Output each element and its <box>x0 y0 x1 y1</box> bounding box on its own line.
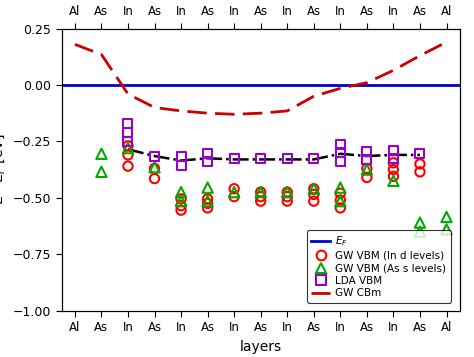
Point <box>390 147 397 153</box>
Point <box>230 194 238 200</box>
Point <box>310 186 318 192</box>
Point <box>310 155 318 161</box>
Point <box>151 165 158 170</box>
Point <box>151 153 158 159</box>
Point <box>390 178 397 184</box>
Point <box>204 198 211 204</box>
Point <box>283 194 291 200</box>
Point <box>337 198 344 204</box>
Point <box>416 220 424 226</box>
Legend: $E_F$, GW VBM (In d levels), GW VBM (As s levels), LDA VBM, GW CBm: $E_F$, GW VBM (In d levels), GW VBM (As … <box>307 230 451 303</box>
Point <box>124 143 132 149</box>
Point <box>416 161 424 167</box>
Point <box>124 120 132 126</box>
Point <box>204 205 211 211</box>
Point <box>310 198 318 204</box>
Point <box>310 192 318 197</box>
Point <box>204 151 211 157</box>
Point <box>310 186 318 192</box>
Point <box>443 214 450 220</box>
Point <box>124 139 132 144</box>
Point <box>363 167 371 172</box>
Point <box>363 149 371 154</box>
Point <box>204 201 211 206</box>
X-axis label: layers: layers <box>240 340 282 353</box>
Point <box>390 155 397 161</box>
Point <box>177 203 185 208</box>
Point <box>283 189 291 195</box>
Point <box>177 162 185 168</box>
Point <box>204 185 211 191</box>
Point <box>98 169 105 175</box>
Point <box>337 150 344 156</box>
Point <box>124 152 132 158</box>
Point <box>204 196 211 202</box>
Point <box>230 189 238 195</box>
Point <box>390 160 397 166</box>
Point <box>98 151 105 157</box>
Point <box>363 175 371 180</box>
Point <box>337 159 344 165</box>
Point <box>337 197 344 203</box>
Point <box>177 196 185 202</box>
Point <box>124 145 132 151</box>
Point <box>337 142 344 147</box>
Point <box>177 189 185 195</box>
Point <box>177 198 185 204</box>
Point <box>363 166 371 171</box>
Point <box>390 167 397 172</box>
Point <box>257 189 264 195</box>
Y-axis label: E - E$_F$ [eV]: E - E$_F$ [eV] <box>0 134 7 205</box>
Point <box>151 166 158 171</box>
Point <box>124 130 132 135</box>
Point <box>257 194 264 200</box>
Point <box>177 153 185 159</box>
Point <box>337 205 344 211</box>
Point <box>283 189 291 195</box>
Point <box>416 229 424 235</box>
Point <box>443 226 450 232</box>
Point <box>230 186 238 192</box>
Point <box>257 189 264 195</box>
Point <box>124 164 132 169</box>
Point <box>390 174 397 179</box>
Point <box>283 198 291 204</box>
Point <box>337 190 344 196</box>
Point <box>337 185 344 191</box>
Point <box>416 151 424 157</box>
Point <box>257 155 264 161</box>
Point <box>416 169 424 175</box>
Point <box>363 157 371 162</box>
Point <box>283 155 291 161</box>
Point <box>257 198 264 204</box>
Point <box>177 207 185 213</box>
Point <box>151 176 158 181</box>
Point <box>230 155 238 161</box>
Point <box>204 159 211 165</box>
